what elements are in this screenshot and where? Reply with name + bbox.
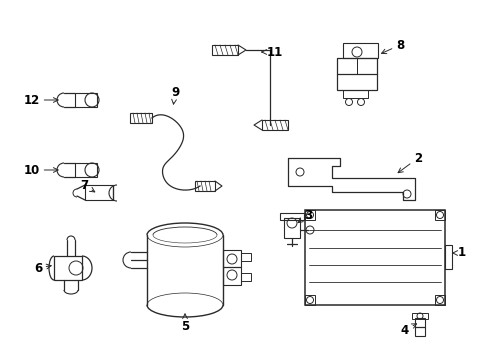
Bar: [280, 213, 304, 220]
Text: 11: 11: [261, 45, 283, 59]
Bar: [444, 245, 451, 269]
Bar: [284, 218, 299, 238]
Bar: [54, 256, 82, 280]
Text: 2: 2: [397, 152, 421, 173]
Bar: [336, 58, 376, 90]
Text: 4: 4: [400, 324, 416, 337]
Text: 5: 5: [181, 314, 189, 333]
Bar: [434, 295, 444, 305]
Bar: [212, 45, 238, 55]
Bar: [342, 43, 377, 58]
Bar: [262, 120, 287, 130]
Bar: [305, 210, 444, 305]
Text: 6: 6: [34, 261, 51, 275]
Bar: [305, 295, 314, 305]
Text: 7: 7: [80, 179, 95, 192]
Bar: [356, 58, 376, 74]
Text: 1: 1: [452, 247, 465, 260]
Bar: [336, 58, 356, 74]
Bar: [75, 163, 97, 177]
Text: 8: 8: [381, 39, 403, 54]
Bar: [241, 253, 250, 261]
Bar: [241, 273, 250, 281]
Text: 3: 3: [298, 208, 311, 222]
Bar: [434, 210, 444, 220]
Bar: [411, 313, 427, 319]
Bar: [223, 250, 241, 285]
Bar: [305, 210, 314, 220]
Bar: [85, 185, 113, 200]
Text: 9: 9: [170, 86, 179, 104]
Text: 10: 10: [24, 163, 58, 176]
Bar: [342, 90, 367, 98]
Bar: [195, 181, 215, 191]
Text: 12: 12: [24, 94, 58, 107]
Bar: [414, 318, 424, 336]
Bar: [130, 113, 152, 123]
Bar: [75, 93, 97, 107]
